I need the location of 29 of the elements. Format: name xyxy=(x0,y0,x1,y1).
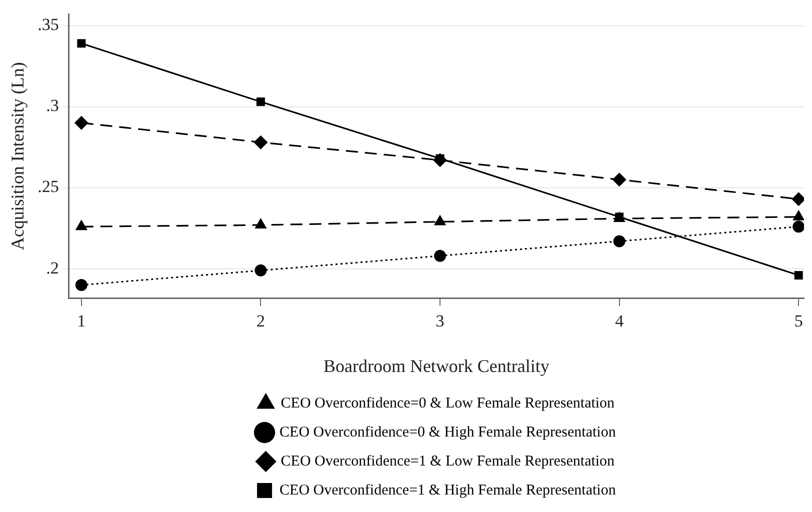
point xyxy=(77,39,86,48)
point xyxy=(434,250,446,262)
legend-label: CEO Overconfidence=0 & High Female Representation xyxy=(280,424,616,440)
legend-label: CEO Overconfidence=0 & Low Female Representation xyxy=(280,395,616,412)
point xyxy=(792,220,804,233)
x-tick-label: 5 xyxy=(794,312,803,331)
y-tick-label: .2 xyxy=(46,258,59,278)
x-tick-label: 3 xyxy=(436,312,444,331)
legend-label: CEO Overconfidence=1 & High Female Representation xyxy=(280,482,616,498)
x-tick-label: 2 xyxy=(256,312,265,331)
legend-label: CEO Overconfidence=1 & Low Female Representation xyxy=(280,453,616,470)
x-tick-label: 4 xyxy=(615,312,624,331)
point xyxy=(75,220,88,230)
point xyxy=(254,135,268,150)
y-tick-label: .3 xyxy=(46,96,59,116)
point xyxy=(612,172,626,187)
y-tick-label: .25 xyxy=(38,177,59,196)
point xyxy=(254,218,267,229)
point xyxy=(256,98,265,106)
y-tick-label: .35 xyxy=(38,15,59,34)
point xyxy=(74,116,88,130)
point xyxy=(613,235,626,248)
x-axis-title: Boardroom Network Centrality xyxy=(323,356,550,376)
y-axis-title: Acquisition Intensity (Ln) xyxy=(8,62,28,250)
point xyxy=(75,279,88,292)
point xyxy=(794,271,803,280)
x-tick-label: 1 xyxy=(77,312,86,331)
point xyxy=(254,264,267,276)
point xyxy=(433,153,448,168)
